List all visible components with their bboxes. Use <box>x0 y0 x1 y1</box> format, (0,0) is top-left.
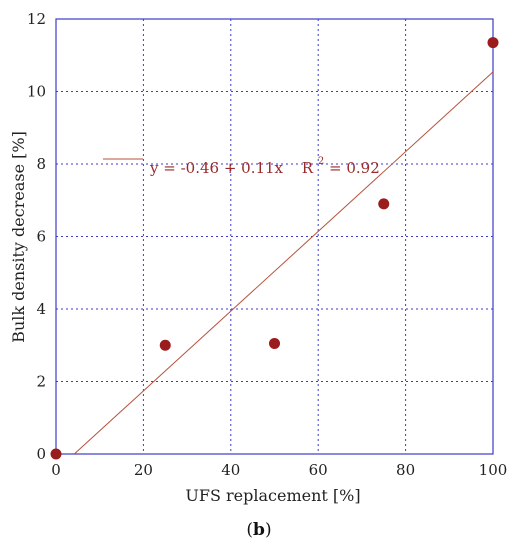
x-tick-label: 20 <box>134 461 153 479</box>
fit-line <box>73 71 494 455</box>
y-tick-label: 10 <box>27 83 46 101</box>
data-point <box>487 37 499 49</box>
caption-open: ( <box>246 520 253 540</box>
fit-equation: y = -0.46 + 0.11x <box>149 159 284 177</box>
plot-frame <box>55 18 494 455</box>
x-axis-label: UFS replacement [%] <box>185 486 360 505</box>
caption-close: ) <box>265 520 272 540</box>
panel-caption: (b) <box>246 520 271 540</box>
r2-value: = 0.92 <box>329 159 380 177</box>
data-point <box>50 448 62 460</box>
y-tick-label: 4 <box>36 300 46 318</box>
grid <box>56 19 493 454</box>
y-axis-label: Bulk density decrease [%] <box>9 131 28 343</box>
r2-prefix: R <box>302 159 314 177</box>
r2-superscript: 2 <box>318 156 324 167</box>
y-tick-labels: 0 2 4 6 8 10 12 <box>27 10 46 463</box>
data-points <box>50 37 499 460</box>
x-tick-label: 80 <box>396 461 415 479</box>
y-tick-label: 8 <box>36 155 46 173</box>
data-point <box>378 198 390 210</box>
x-tick-label: 60 <box>309 461 328 479</box>
y-tick-label: 2 <box>36 373 46 391</box>
caption-letter: b <box>253 520 265 540</box>
y-tick-label: 12 <box>27 10 46 28</box>
x-tick-label: 0 <box>51 461 61 479</box>
x-tick-labels: 0 20 40 60 80 100 <box>51 461 507 479</box>
y-tick-label: 0 <box>36 445 46 463</box>
data-point <box>159 339 171 351</box>
y-tick-label: 6 <box>36 228 46 246</box>
x-tick-label: 100 <box>479 461 508 479</box>
data-point <box>269 337 280 349</box>
legend-fit-equation: y = -0.46 + 0.11x R 2 = 0.92 <box>149 150 380 177</box>
x-tick-label: 40 <box>221 461 240 479</box>
legend: y = -0.46 + 0.11x R 2 = 0.92 <box>103 150 380 177</box>
